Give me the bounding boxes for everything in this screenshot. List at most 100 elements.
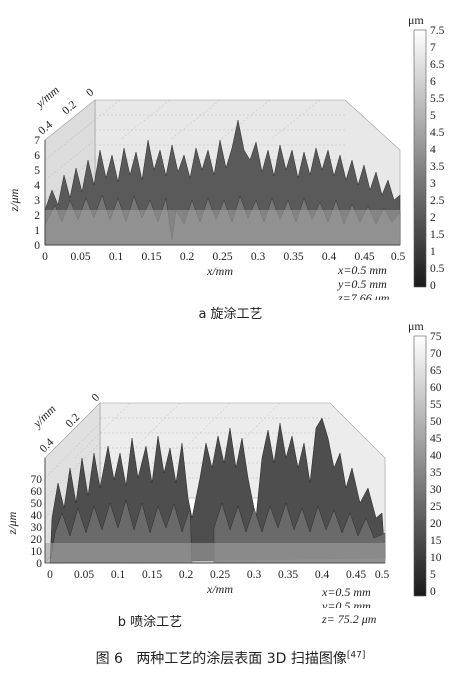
svg-text:0.3: 0.3 <box>247 569 262 581</box>
svg-text:0.35: 0.35 <box>278 569 298 581</box>
svg-text:1: 1 <box>430 246 436 258</box>
svg-text:0.4: 0.4 <box>322 251 337 263</box>
svg-text:5: 5 <box>430 110 436 122</box>
colorbar-ticks-b: 75 70 65 60 55 50 45 40 35 30 25 20 15 1… <box>430 331 442 598</box>
svg-text:60: 60 <box>430 382 442 394</box>
x-tick-labels-a: 0 0.05 0.1 0.15 0.2 0.25 0.3 0.35 0.4 0.… <box>42 251 405 263</box>
svg-text:4: 4 <box>34 180 40 192</box>
figure-title: 两种工艺的涂层表面 3D 扫描图像 <box>136 651 347 667</box>
svg-text:30: 30 <box>430 484 442 496</box>
svg-text:0: 0 <box>430 280 436 292</box>
svg-text:25: 25 <box>430 501 442 513</box>
svg-text:5.5: 5.5 <box>430 93 445 105</box>
x-tick-labels-b: 0 0.05 0.1 0.15 0.2 0.25 0.3 0.35 0.4 0.… <box>47 569 389 581</box>
svg-text:10: 10 <box>31 546 43 558</box>
svg-text:50: 50 <box>31 498 43 510</box>
caption-a: a 旋涂工艺 <box>198 307 263 322</box>
svg-text:0.5: 0.5 <box>375 569 390 581</box>
svg-text:0.25: 0.25 <box>212 251 232 263</box>
svg-text:6.5: 6.5 <box>430 59 445 71</box>
svg-text:0: 0 <box>36 558 42 570</box>
svg-text:10: 10 <box>430 552 442 564</box>
svg-text:3: 3 <box>430 178 436 190</box>
figure-caption: 图 6 两种工艺的涂层表面 3D 扫描图像[47] <box>0 648 461 668</box>
svg-text:6: 6 <box>34 150 40 162</box>
svg-text:6: 6 <box>430 76 436 88</box>
svg-text:1: 1 <box>34 225 40 237</box>
z-axis-label-a: z/μm <box>7 188 21 212</box>
svg-text:65: 65 <box>430 365 442 377</box>
front-face <box>45 210 400 245</box>
svg-text:0.05: 0.05 <box>70 251 90 263</box>
svg-text:0.1: 0.1 <box>111 569 126 581</box>
svg-text:20: 20 <box>31 534 43 546</box>
caption-b: b 喷涂工艺 <box>117 615 183 630</box>
svg-text:50: 50 <box>430 416 442 428</box>
x-axis-label-b: x/mm <box>206 582 233 596</box>
svg-text:y=0.5 mm: y=0.5 mm <box>337 277 387 291</box>
svg-text:75: 75 <box>430 331 442 343</box>
scan-info-b: x=0.5 mm y=0.5 mm <box>321 585 371 613</box>
svg-text:0.05: 0.05 <box>74 569 94 581</box>
svg-text:0.5: 0.5 <box>391 251 406 263</box>
svg-text:y=0.5 mm: y=0.5 mm <box>321 599 371 608</box>
svg-text:40: 40 <box>31 510 43 522</box>
svg-text:0: 0 <box>84 86 96 99</box>
svg-text:45: 45 <box>430 433 442 445</box>
svg-text:0.2: 0.2 <box>60 99 79 118</box>
colorbar-ticks-a: 7.5 7 6.5 6 5.5 5 4.5 4 3.5 3 2.5 2 1.5 … <box>430 25 445 292</box>
svg-text:7: 7 <box>430 42 436 54</box>
x-axis-label-a: x/mm <box>206 264 233 278</box>
svg-text:0.3: 0.3 <box>251 251 266 263</box>
panel-b-spray-coating: 0 0.05 0.1 0.15 0.2 0.25 0.3 0.35 0.4 0.… <box>0 318 461 638</box>
svg-text:5: 5 <box>430 569 436 581</box>
svg-text:4.5: 4.5 <box>430 127 445 139</box>
z-tick-labels-b: 0 10 20 30 40 50 60 70 <box>31 474 43 570</box>
svg-text:1.5: 1.5 <box>430 229 445 241</box>
svg-text:0.45: 0.45 <box>346 569 366 581</box>
svg-text:2: 2 <box>34 210 40 222</box>
svg-text:40: 40 <box>430 450 442 462</box>
svg-text:2: 2 <box>430 212 436 224</box>
y-axis-label-a: y/mm <box>32 83 62 111</box>
y-axis-label-b: y/mm <box>30 402 59 431</box>
svg-text:35: 35 <box>430 467 442 479</box>
colorbar-b <box>413 335 427 597</box>
svg-text:30: 30 <box>31 522 43 534</box>
svg-text:70: 70 <box>31 474 43 486</box>
svg-text:3: 3 <box>34 195 40 207</box>
svg-text:x=0.5 mm: x=0.5 mm <box>337 263 387 277</box>
svg-text:x=0.5 mm: x=0.5 mm <box>321 585 371 599</box>
svg-text:0: 0 <box>430 586 436 598</box>
svg-text:4: 4 <box>430 144 436 156</box>
scan-info-b-z: z= 75.2 μm <box>322 612 377 626</box>
svg-text:2.5: 2.5 <box>430 195 445 207</box>
svg-text:0.2: 0.2 <box>180 251 195 263</box>
svg-text:0.25: 0.25 <box>210 569 230 581</box>
svg-text:55: 55 <box>430 399 442 411</box>
surface-plot-b: 0 0.05 0.1 0.15 0.2 0.25 0.3 0.35 0.4 0.… <box>5 319 442 613</box>
colorbar-unit-b: μm <box>408 319 424 333</box>
svg-text:0.45: 0.45 <box>354 251 374 263</box>
svg-text:7.5: 7.5 <box>430 25 445 37</box>
svg-text:20: 20 <box>430 518 442 530</box>
colorbar-unit-a: μm <box>408 13 424 27</box>
svg-text:0.4: 0.4 <box>315 569 330 581</box>
svg-text:7: 7 <box>34 135 40 147</box>
svg-text:15: 15 <box>430 535 442 547</box>
panel-a-spin-coating: 0 0.05 0.1 0.15 0.2 0.25 0.3 0.35 0.4 0.… <box>0 0 461 330</box>
svg-text:0: 0 <box>90 391 103 404</box>
z-axis-label-b: z/μm <box>5 511 19 535</box>
svg-text:0.1: 0.1 <box>109 251 124 263</box>
surface-plot-a: 0 0.05 0.1 0.15 0.2 0.25 0.3 0.35 0.4 0.… <box>7 13 445 305</box>
svg-text:60: 60 <box>31 486 43 498</box>
svg-text:3.5: 3.5 <box>430 161 445 173</box>
svg-text:0.15: 0.15 <box>141 251 161 263</box>
svg-text:0: 0 <box>42 251 48 263</box>
svg-text:0.2: 0.2 <box>179 569 194 581</box>
svg-text:z=7.66 μm: z=7.66 μm <box>337 291 390 300</box>
z-tick-labels-a: 0 1 2 3 4 5 6 7 <box>34 135 40 252</box>
scan-info-a: x=0.5 mm y=0.5 mm z=7.66 μm <box>337 263 390 305</box>
figure-reference: [47] <box>346 650 366 661</box>
svg-text:0: 0 <box>34 240 40 252</box>
